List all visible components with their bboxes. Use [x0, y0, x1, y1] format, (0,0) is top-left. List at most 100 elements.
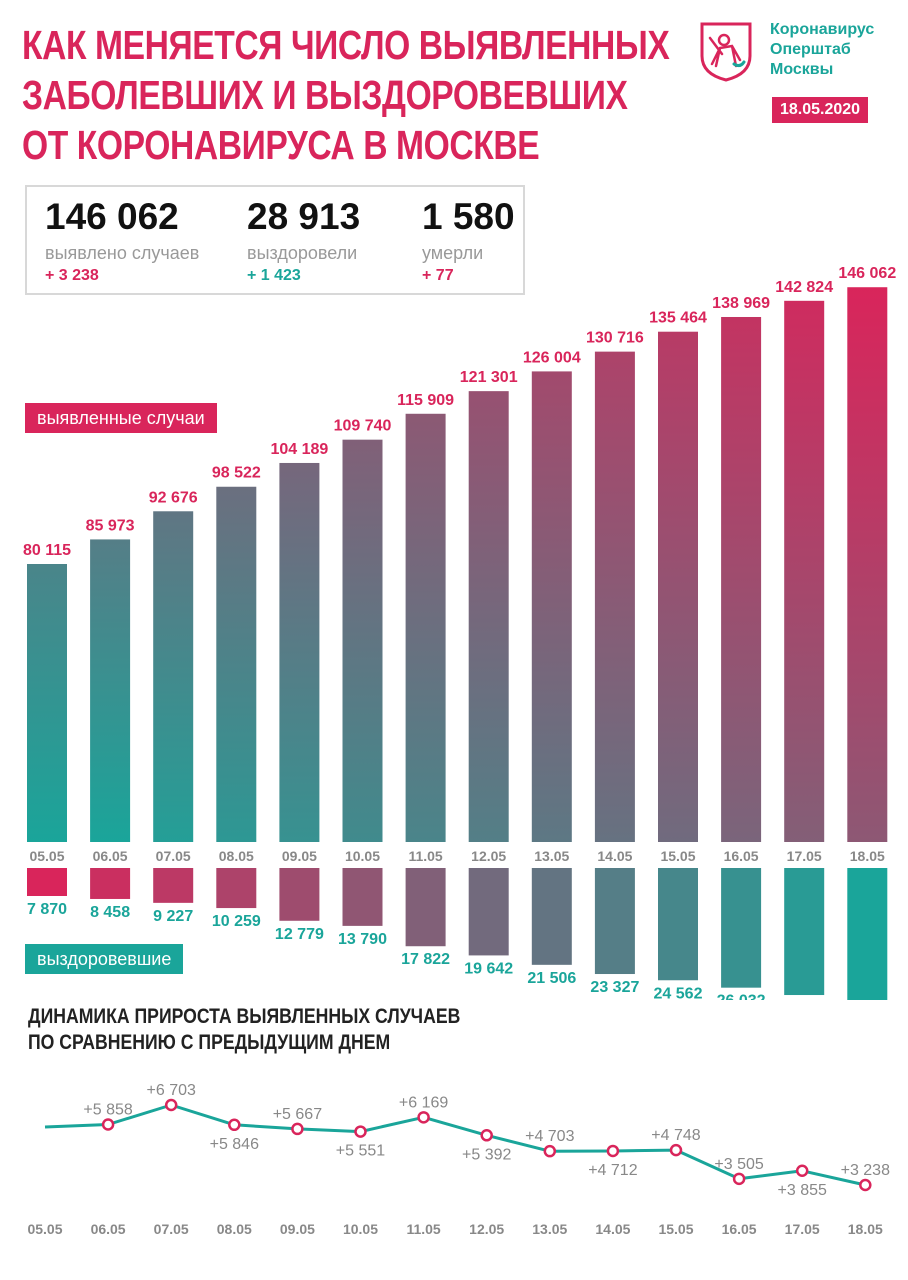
category-label: 07.05 — [156, 848, 191, 864]
category-axis: 05.05 06.05 07.05 08.05 09.05 10.05 11.05 12.05… — [29, 848, 885, 864]
detected-bar — [216, 486, 257, 842]
growth-point — [354, 1125, 367, 1138]
detected-bar — [658, 331, 698, 842]
growth-point — [164, 1098, 178, 1112]
recovered-value-label: 9 227 — [153, 908, 193, 925]
stat-value: 28 913 — [247, 196, 361, 237]
growth-value-label: +5 667 — [273, 1106, 322, 1123]
recovered-value-label: 7 870 — [27, 901, 67, 918]
line-category-label: 06.05 — [91, 1221, 126, 1237]
recovered-bar — [90, 868, 131, 899]
growth-value-label: +6 169 — [399, 1094, 448, 1111]
detected-bar — [531, 371, 572, 842]
recovered-value-label: 19 642 — [464, 960, 513, 977]
category-label: 18.05 — [850, 848, 885, 864]
moscow-coat-of-arms-icon — [700, 22, 752, 82]
stat-delta: + 1 423 — [247, 267, 301, 284]
detected-bar — [405, 413, 446, 842]
detected-value-label: 135 464 — [649, 310, 707, 327]
category-label: 17.05 — [787, 848, 822, 864]
growth-point — [228, 1118, 241, 1132]
legend-detected: выявленные случаи — [25, 403, 217, 433]
recovered-bar — [784, 868, 825, 996]
recovered-value-label: 26 032 — [717, 993, 766, 1000]
section-title-line: ПО СРАВНЕНИЮ С ПРЕДЫДУЩИМ ДНЕМ — [28, 1031, 391, 1054]
recovered-bar — [153, 868, 194, 903]
category-label: 06.05 — [93, 848, 128, 864]
line-category-label: 17.05 — [785, 1221, 820, 1237]
stat-label: выявлено случаев — [45, 243, 200, 263]
org-name: Коронавирус Оперштаб Москвы — [770, 20, 874, 80]
stat-delta: + 3 238 — [45, 267, 99, 284]
line-category-label: 14.05 — [595, 1221, 630, 1237]
line-category-label: 10.05 — [343, 1221, 378, 1237]
detected-value-label: 146 062 — [838, 265, 896, 282]
recovered-bar — [279, 868, 320, 921]
growth-value-label: +3 855 — [778, 1182, 827, 1199]
recovered-value-label: 8 458 — [90, 904, 130, 921]
detected-value-label: 85 973 — [86, 517, 135, 534]
line-category-label: 12.05 — [469, 1221, 504, 1237]
growth-point — [795, 1164, 809, 1178]
category-label: 09.05 — [282, 848, 317, 864]
detected-value-label: 109 740 — [334, 418, 392, 435]
growth-value-label: +6 703 — [147, 1082, 196, 1099]
line-category-label: 13.05 — [532, 1221, 567, 1237]
growth-value-label: +3 238 — [841, 1162, 890, 1179]
org-line: Коронавирус — [770, 21, 875, 38]
line-category-label: 16.05 — [722, 1221, 757, 1237]
org-line: Москвы — [770, 61, 834, 78]
category-label: 11.05 — [408, 848, 442, 864]
recovered-bar — [658, 868, 698, 981]
category-label: 14.05 — [597, 848, 632, 864]
recovered-value-label: 13 790 — [338, 931, 387, 948]
growth-point — [417, 1111, 430, 1124]
recovered-bar — [216, 868, 257, 909]
growth-value-label: +5 846 — [210, 1136, 259, 1153]
growth-line — [44, 1103, 866, 1187]
title-line: ЗАБОЛЕВШИХ И ВЫЗДОРОВЕВШИХ — [22, 72, 628, 118]
recovered-series: 7 870 8 458 9 227 10 259 12 779 13 790 17 822 1… — [27, 868, 888, 1000]
growth-value-label: +4 748 — [651, 1127, 700, 1144]
stat-recovered: 28 913 выздоровели + 1 423 — [247, 195, 360, 287]
cases-bar-chart: 80 115 85 973 92 676 98 522 104 189 109 740 11… — [23, 265, 896, 1000]
detected-bar — [594, 351, 635, 842]
detected-bar — [27, 564, 67, 842]
detected-bar — [342, 439, 383, 842]
detected-value-label: 142 824 — [775, 279, 833, 296]
title-line: ОТ КОРОНАВИРУСА В МОСКВЕ — [22, 122, 540, 168]
recovered-value-label: 23 327 — [590, 979, 639, 996]
growth-point — [859, 1178, 872, 1192]
recovered-bar — [342, 868, 383, 926]
category-label: 05.05 — [29, 848, 64, 864]
line-category-label: 07.05 — [154, 1221, 189, 1237]
recovered-value-label: 17 822 — [401, 951, 450, 968]
detected-bar — [279, 462, 320, 842]
category-label: 13.05 — [534, 848, 569, 864]
stat-label: выздоровели — [247, 243, 358, 263]
category-label: 12.05 — [471, 848, 506, 864]
legend-recovered: выздоровевшие — [25, 944, 184, 974]
growth-point — [669, 1143, 683, 1157]
stat-value: 1 580 — [422, 196, 515, 237]
line-category-label: 09.05 — [280, 1221, 315, 1237]
category-label: 10.05 — [345, 848, 380, 864]
detected-value-label: 121 301 — [460, 369, 518, 386]
summary-box: 146 062 выявлено случаев + 3 238 28 913 … — [25, 185, 525, 295]
detected-value-label: 104 189 — [270, 441, 328, 458]
recovered-bar — [721, 868, 762, 988]
recovered-value-label: 12 779 — [275, 926, 324, 943]
growth-point — [291, 1122, 304, 1136]
detected-value-label: 98 522 — [212, 465, 261, 482]
section-title-line: ДИНАМИКА ПРИРОСТА ВЫЯВЛЕННЫХ СЛУЧАЕВ — [28, 1005, 461, 1028]
detected-bar — [847, 287, 888, 843]
detected-bar — [784, 300, 825, 842]
recovered-bar — [531, 868, 572, 965]
line-category-label: 08.05 — [217, 1221, 252, 1237]
detected-value-label: 92 676 — [149, 489, 198, 506]
org-line: Оперштаб — [770, 41, 851, 58]
category-label: 08.05 — [219, 848, 254, 864]
growth-point — [543, 1144, 557, 1158]
line-category-label: 11.05 — [406, 1221, 440, 1237]
growth-point — [606, 1144, 620, 1158]
